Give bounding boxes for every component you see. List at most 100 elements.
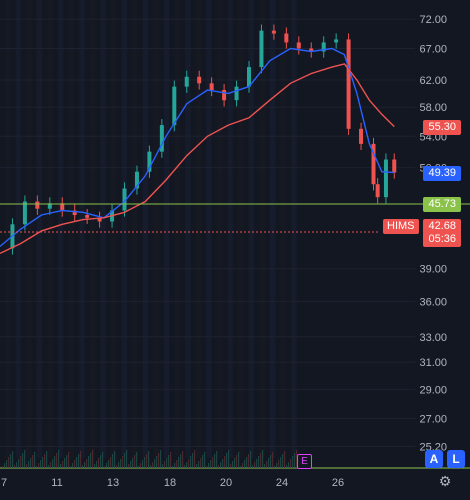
auto-scale-button[interactable]: A xyxy=(425,450,443,468)
volume-bar xyxy=(186,462,188,468)
volume-bar xyxy=(92,450,94,468)
volume-bar xyxy=(150,465,152,468)
volume-bar xyxy=(24,450,26,468)
candle-body xyxy=(197,76,202,84)
volume-bar xyxy=(104,466,106,468)
volume-bar xyxy=(68,452,70,468)
volume-bar xyxy=(192,453,194,468)
earnings-marker[interactable]: E xyxy=(297,454,312,469)
session-band xyxy=(79,0,85,458)
volume-bar xyxy=(40,460,42,468)
x-tick-label: 7 xyxy=(1,477,7,489)
volume-bar xyxy=(220,462,222,468)
volume-bar xyxy=(122,456,124,468)
volume-bar xyxy=(146,454,148,468)
y-tick-label: 39.00 xyxy=(419,264,447,276)
volume-bar xyxy=(12,451,14,468)
price-tag-ema-slow: 55.30 xyxy=(423,119,461,135)
volume-bar xyxy=(38,463,40,468)
candle-body xyxy=(172,86,177,126)
candle-body xyxy=(234,86,239,101)
volume-bar xyxy=(184,465,186,468)
volume-bar xyxy=(224,456,226,468)
candle-body xyxy=(134,171,139,189)
volume-bar xyxy=(208,463,210,468)
volume-bar xyxy=(62,461,64,468)
volume-bar xyxy=(134,455,136,468)
candle-body xyxy=(371,143,376,185)
candle-body xyxy=(321,42,326,52)
session-band xyxy=(36,0,43,458)
candle-body xyxy=(383,159,388,198)
volume-bar xyxy=(136,452,138,468)
y-tick-label: 72.00 xyxy=(419,14,447,26)
volume-bar xyxy=(44,454,46,468)
session-band xyxy=(227,0,233,458)
session-band xyxy=(185,0,191,458)
volume-bar xyxy=(168,455,170,468)
volume-bar xyxy=(124,453,126,468)
y-tick-label: 33.00 xyxy=(419,332,447,344)
volume-bar xyxy=(140,463,142,468)
volume-bar xyxy=(6,460,8,468)
volume-bar xyxy=(78,454,80,468)
volume-bar xyxy=(102,452,104,468)
volume-bar xyxy=(270,455,272,468)
session-band xyxy=(121,0,127,458)
volume-bar xyxy=(226,453,228,468)
session-band xyxy=(26,0,32,458)
volume-bar xyxy=(46,451,48,468)
volume-bar xyxy=(162,464,164,468)
volume-bar xyxy=(48,465,50,468)
volume-bar xyxy=(66,455,68,468)
volume-bar xyxy=(106,463,108,468)
volume-bar xyxy=(200,458,202,468)
volume-bar xyxy=(70,466,72,468)
volume-bar xyxy=(204,452,206,468)
volume-bar xyxy=(148,451,150,468)
volume-bar xyxy=(252,465,254,468)
volume-bar xyxy=(242,463,244,468)
candle-body xyxy=(85,215,90,218)
volume-bar xyxy=(214,454,216,468)
x-tick-label: 18 xyxy=(164,477,176,489)
volume-bar xyxy=(180,454,182,468)
candle-body xyxy=(184,76,189,87)
x-tick-label: 24 xyxy=(276,477,288,489)
volume-bar xyxy=(232,461,234,468)
volume-bar xyxy=(262,450,264,468)
session-band xyxy=(174,0,180,458)
volume-bar xyxy=(296,450,298,468)
volume-bar xyxy=(238,452,240,468)
candle-body xyxy=(97,217,102,222)
candle-body xyxy=(159,125,164,152)
candle-body xyxy=(271,30,276,34)
volume-bar xyxy=(176,460,178,468)
volume-bar xyxy=(98,458,100,468)
volume-bar xyxy=(130,461,132,468)
session-band xyxy=(100,0,106,458)
candle-body xyxy=(209,83,214,90)
volume-bar xyxy=(108,460,110,468)
volume-bar xyxy=(174,463,176,468)
volume-bar xyxy=(152,462,154,468)
volume-bar xyxy=(16,462,18,468)
volume-bar xyxy=(236,455,238,468)
candle-body xyxy=(309,48,314,52)
volume-bar xyxy=(158,453,160,468)
volume-bar xyxy=(188,459,190,468)
volume-bar xyxy=(278,460,280,468)
volume-bar xyxy=(244,460,246,468)
session-band xyxy=(238,0,244,458)
volume-bar xyxy=(30,458,32,468)
log-scale-button[interactable]: L xyxy=(447,450,465,468)
candle-body xyxy=(47,203,52,209)
gear-icon[interactable]: ⚙ xyxy=(438,474,452,490)
volume-bar xyxy=(264,464,266,468)
volume-bar xyxy=(72,463,74,468)
volume-bar xyxy=(182,451,184,468)
volume-bar xyxy=(80,451,82,468)
volume-bar xyxy=(234,458,236,468)
